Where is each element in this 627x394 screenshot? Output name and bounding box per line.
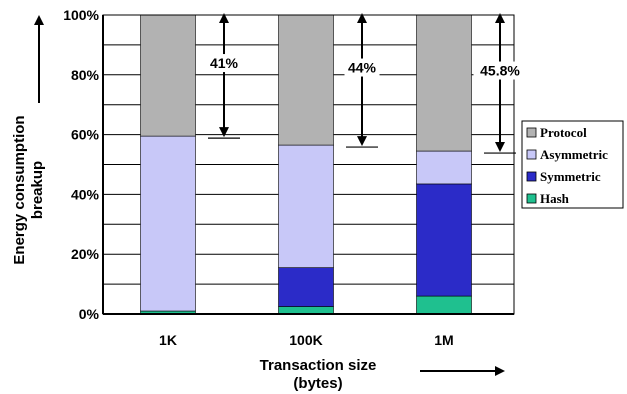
y-tick-label: 20% (71, 246, 100, 262)
annotations: 41% 44% 45.8% (206, 12, 527, 154)
bar-protocol-1m (416, 14, 472, 152)
bar-asymmetric-1m (416, 150, 472, 185)
bar-asymmetric-1k (140, 135, 196, 312)
bar-protocol-100k (278, 14, 334, 146)
annotation-label: 44% (348, 60, 377, 76)
y-tick-label: 0% (79, 306, 100, 322)
annotation-label-bg (344, 58, 380, 77)
legend-label: Symmetric (540, 169, 601, 184)
y-tick-label: 100% (63, 7, 99, 23)
bar-symmetric-100k (278, 267, 334, 307)
bar-hash-1m (416, 295, 472, 315)
legend-swatch (526, 193, 537, 204)
y-tick-labels: 0% 20% 40% 60% 80% 100% (63, 7, 99, 322)
y-axis-title: breakup (29, 161, 46, 219)
legend-label: Protocol (540, 125, 587, 140)
axis-titles: Transaction size(bytes) Energy consumptio… (11, 15, 505, 392)
legend-box (521, 120, 624, 209)
annotation-label-bg (206, 54, 242, 73)
legend-label: Hash (540, 191, 570, 206)
y-tick-label: 80% (71, 67, 100, 83)
y-tick-label: 60% (71, 127, 100, 143)
x-category-label: 100K (289, 332, 322, 348)
annotation-label-bg (473, 61, 527, 80)
bars (140, 14, 472, 315)
x-axis-title: (bytes) (293, 375, 342, 392)
bar-protocol-1k (140, 14, 196, 137)
legend-swatch (526, 149, 537, 160)
y-axis-title: Energy consumption (11, 115, 28, 264)
bar-symmetric-1m (416, 183, 472, 297)
legend-label: Asymmetric (540, 147, 608, 162)
x-category-label: 1K (159, 332, 177, 348)
annotation-label: 41% (210, 55, 239, 71)
bar-hash-100k (278, 306, 334, 315)
x-category-labels: 1K 100K 1M (159, 332, 454, 348)
bar-asymmetric-100k (278, 144, 334, 268)
plot-frame (102, 14, 515, 315)
x-axis-title: Transaction size (260, 357, 377, 374)
y-tick-label: 40% (71, 186, 100, 202)
legend: Protocol Asymmetric Symmetric Hash (521, 120, 624, 209)
annotation-label: 45.8% (480, 63, 520, 79)
legend-swatch (526, 127, 537, 138)
legend-swatch (526, 171, 537, 182)
x-category-label: 1M (434, 332, 453, 348)
